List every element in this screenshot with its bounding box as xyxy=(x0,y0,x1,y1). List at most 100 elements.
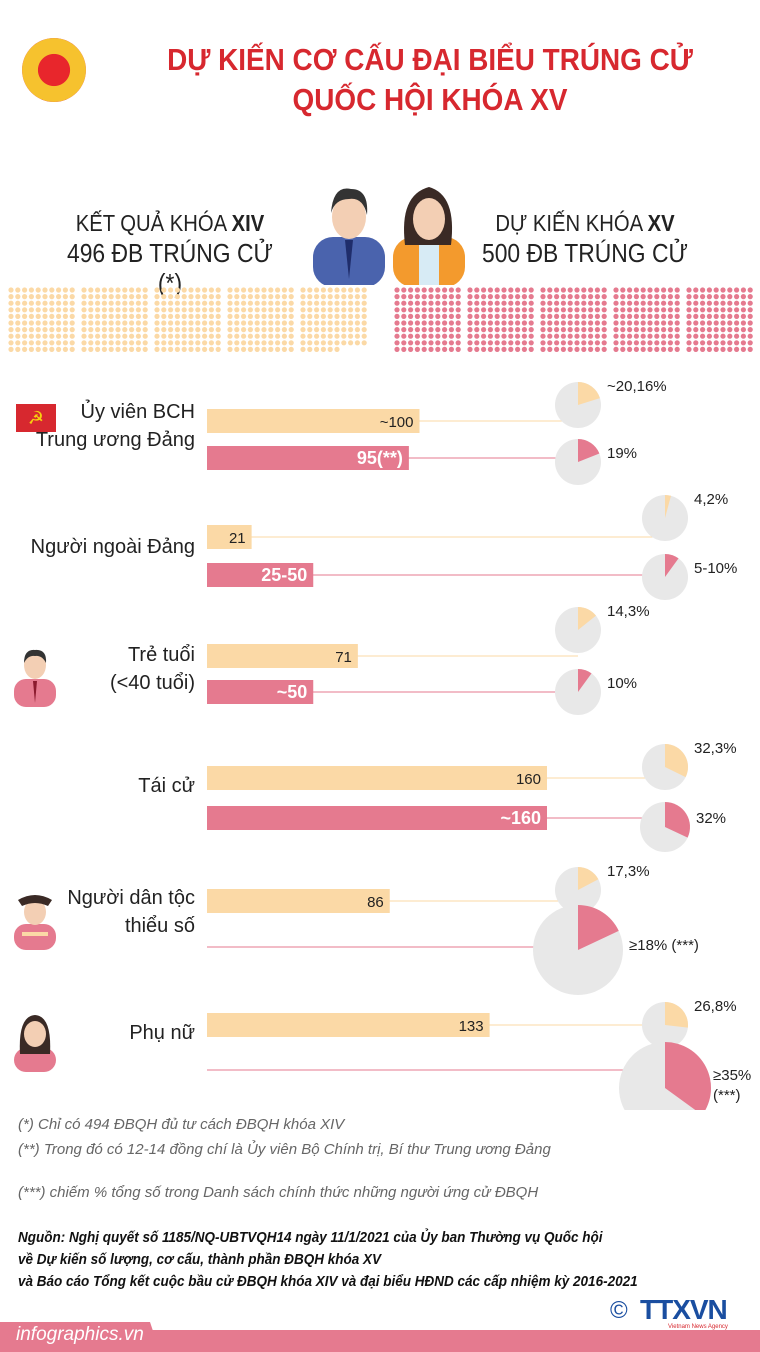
dot-xv xyxy=(601,346,607,352)
dot-xiv xyxy=(135,313,141,319)
dot-xiv xyxy=(288,333,294,339)
dot-xiv xyxy=(62,346,68,352)
dot-xiv xyxy=(81,300,87,306)
dot-xiv xyxy=(208,294,214,300)
dot-xv xyxy=(720,320,726,326)
dot-xv xyxy=(508,287,514,293)
dot-xv xyxy=(727,340,733,346)
site-link[interactable]: infographics.vn xyxy=(0,1322,160,1352)
dot-xiv xyxy=(28,294,34,300)
dot-xiv xyxy=(42,313,48,319)
dot-xiv xyxy=(300,294,306,300)
dot-xiv xyxy=(281,300,287,306)
xv-pie-slice xyxy=(578,905,619,950)
dot-xiv xyxy=(161,287,167,293)
dot-xv xyxy=(554,307,560,313)
xv-header: DỰ KIẾN KHÓA XV 500 ĐB TRÚNG CỬ xyxy=(475,208,695,268)
dot-xv xyxy=(521,294,528,300)
dot-xiv xyxy=(42,327,48,333)
dot-xv xyxy=(633,340,640,346)
dot-xiv xyxy=(320,300,326,306)
dot-xv xyxy=(747,327,753,333)
dot-xv xyxy=(515,300,521,306)
dot-xiv xyxy=(22,313,28,319)
dot-xv xyxy=(540,294,546,300)
dot-xiv xyxy=(227,300,233,306)
dot-xiv xyxy=(327,346,333,352)
dot-xiv xyxy=(174,320,180,326)
dot-xv xyxy=(428,294,434,300)
dot-xv xyxy=(547,320,553,326)
dot-xiv xyxy=(254,333,260,339)
dot-xv xyxy=(747,287,753,293)
dot-xv xyxy=(494,320,500,326)
dot-xv xyxy=(567,320,573,326)
xv-pct-label: 32% xyxy=(696,810,726,827)
dot-xv xyxy=(474,320,480,326)
dot-xv xyxy=(521,320,528,326)
title-line-1: DỰ KIẾN CƠ CẤU ĐẠI BIỂU TRÚNG CỬ xyxy=(167,42,693,77)
xv-label: DỰ KIẾN KHÓA xyxy=(495,210,648,236)
xv-pct-label: 10% xyxy=(607,675,637,692)
dot-xiv xyxy=(115,294,121,300)
dot-xiv xyxy=(115,300,121,306)
dot-xiv xyxy=(261,340,267,346)
dot-xv xyxy=(581,333,587,339)
dot-xv xyxy=(747,340,753,346)
dot-xv xyxy=(713,327,719,333)
dot-xv xyxy=(442,300,448,306)
dot-xv xyxy=(487,320,493,326)
dot-xv xyxy=(686,300,692,306)
dot-xv xyxy=(747,346,753,352)
dot-xiv xyxy=(195,307,201,313)
dot-xv xyxy=(620,287,626,293)
category-label: Phụ nữ xyxy=(129,1022,195,1044)
dot-xv xyxy=(740,340,747,346)
dot-xiv xyxy=(215,333,221,339)
dot-xv xyxy=(601,313,607,319)
dot-xv xyxy=(647,346,653,352)
dot-xiv xyxy=(288,287,294,293)
dot-xiv xyxy=(361,307,367,313)
source-note: Nguồn: Nghị quyết số 1185/NQ-UBTVQH14 ng… xyxy=(18,1227,638,1293)
dot-xv xyxy=(547,307,553,313)
dot-xv xyxy=(421,287,427,293)
dot-xiv xyxy=(174,287,180,293)
dot-xv xyxy=(581,340,587,346)
dot-xiv xyxy=(334,300,340,306)
dot-xiv xyxy=(348,294,354,300)
dot-xiv xyxy=(142,346,148,352)
dot-xiv xyxy=(81,340,87,346)
dot-xv xyxy=(613,340,619,346)
dot-xiv xyxy=(281,287,287,293)
dot-xv xyxy=(428,333,434,339)
dot-xiv xyxy=(181,333,187,339)
dot-xiv xyxy=(135,294,141,300)
dot-xiv xyxy=(341,327,347,333)
dot-xv xyxy=(547,333,553,339)
dot-xv xyxy=(620,313,626,319)
dot-xv xyxy=(581,294,587,300)
dot-xv xyxy=(581,307,587,313)
dot-xv xyxy=(528,313,534,319)
dot-xv xyxy=(435,340,441,346)
dot-xiv xyxy=(261,346,267,352)
dot-xiv xyxy=(174,340,180,346)
dot-xiv xyxy=(174,346,180,352)
dot-xv xyxy=(448,287,454,293)
dot-xv xyxy=(394,340,400,346)
dot-xv xyxy=(401,320,407,326)
dot-xiv xyxy=(288,327,294,333)
dot-xv xyxy=(428,327,434,333)
dot-xv xyxy=(455,294,461,300)
dot-xiv xyxy=(28,287,34,293)
dot-xiv xyxy=(62,287,68,293)
dot-xv xyxy=(487,294,493,300)
title-line-2: QUỐC HỘI KHÓA XV xyxy=(292,82,568,117)
dot-xiv xyxy=(122,320,128,326)
xiv-pct-label: ~20,16% xyxy=(607,378,667,395)
dot-xiv xyxy=(115,313,121,319)
dot-xv xyxy=(521,307,528,313)
dot-xv xyxy=(713,287,719,293)
dot-xiv xyxy=(268,313,274,319)
